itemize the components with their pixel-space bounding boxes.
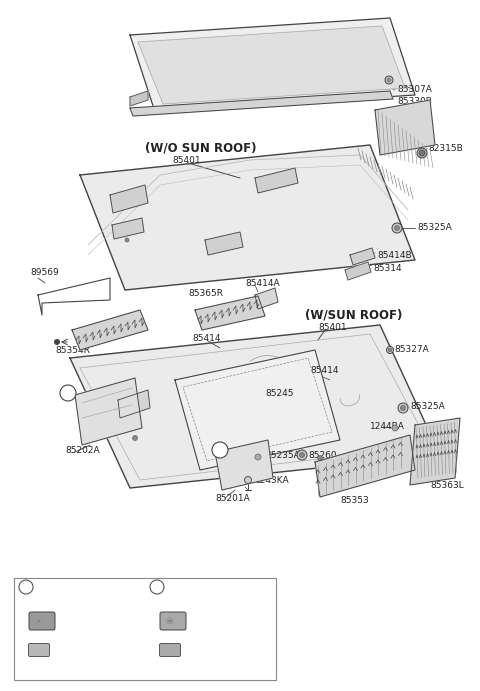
Text: 85245: 85245 bbox=[265, 388, 293, 397]
Polygon shape bbox=[255, 168, 298, 193]
Circle shape bbox=[150, 580, 164, 594]
Text: 85237B: 85237B bbox=[63, 616, 98, 625]
Circle shape bbox=[297, 450, 307, 460]
Circle shape bbox=[417, 148, 427, 158]
Polygon shape bbox=[72, 310, 148, 350]
Circle shape bbox=[395, 225, 399, 231]
Text: 85260: 85260 bbox=[308, 451, 336, 460]
Text: 85354R: 85354R bbox=[55, 346, 90, 354]
Text: 85237A: 85237A bbox=[194, 645, 229, 654]
Text: 85202A: 85202A bbox=[65, 446, 100, 455]
Polygon shape bbox=[118, 390, 150, 418]
Circle shape bbox=[392, 223, 402, 233]
Circle shape bbox=[212, 442, 228, 458]
Circle shape bbox=[132, 435, 137, 440]
Text: 85314: 85314 bbox=[373, 263, 402, 272]
Text: 85327A: 85327A bbox=[394, 345, 429, 354]
Text: 85330B: 85330B bbox=[397, 97, 432, 106]
Text: 85237B: 85237B bbox=[63, 645, 98, 654]
Text: 89569: 89569 bbox=[30, 267, 59, 276]
Text: 85307A: 85307A bbox=[397, 84, 432, 93]
Polygon shape bbox=[138, 26, 405, 104]
Circle shape bbox=[387, 78, 391, 82]
Polygon shape bbox=[112, 218, 144, 239]
Polygon shape bbox=[350, 248, 375, 265]
Text: 85414: 85414 bbox=[192, 334, 220, 343]
Circle shape bbox=[300, 453, 304, 457]
Circle shape bbox=[168, 620, 171, 623]
Polygon shape bbox=[410, 418, 460, 485]
Polygon shape bbox=[315, 435, 415, 497]
Polygon shape bbox=[75, 378, 142, 445]
FancyBboxPatch shape bbox=[28, 643, 49, 656]
Text: 85353: 85353 bbox=[340, 495, 369, 504]
Text: 85325A: 85325A bbox=[410, 401, 445, 410]
Text: 85201A: 85201A bbox=[215, 493, 250, 502]
Polygon shape bbox=[130, 18, 415, 112]
Text: 1244BA: 1244BA bbox=[370, 422, 405, 430]
Text: (W/O SUN ROOF): (W/O SUN ROOF) bbox=[145, 142, 256, 155]
Text: 82315B: 82315B bbox=[428, 144, 463, 153]
Polygon shape bbox=[215, 440, 273, 490]
Circle shape bbox=[55, 339, 60, 345]
Circle shape bbox=[167, 618, 173, 624]
Polygon shape bbox=[175, 350, 340, 470]
Text: 85237A: 85237A bbox=[194, 616, 229, 625]
Polygon shape bbox=[70, 325, 440, 488]
Circle shape bbox=[385, 76, 393, 84]
Circle shape bbox=[19, 580, 33, 594]
FancyBboxPatch shape bbox=[14, 578, 276, 680]
Polygon shape bbox=[80, 145, 415, 290]
Polygon shape bbox=[345, 262, 371, 280]
Text: a: a bbox=[65, 388, 71, 398]
Circle shape bbox=[244, 477, 252, 484]
Polygon shape bbox=[205, 232, 243, 255]
Circle shape bbox=[419, 150, 425, 156]
Polygon shape bbox=[255, 288, 278, 309]
Text: 85401: 85401 bbox=[318, 323, 347, 332]
Text: a: a bbox=[23, 582, 29, 592]
Circle shape bbox=[317, 455, 323, 460]
Circle shape bbox=[255, 454, 261, 460]
Circle shape bbox=[400, 406, 406, 410]
Text: b: b bbox=[216, 445, 223, 455]
Text: b: b bbox=[154, 582, 160, 592]
Text: (W/SUN ROOF): (W/SUN ROOF) bbox=[305, 308, 402, 321]
Circle shape bbox=[36, 618, 42, 624]
Polygon shape bbox=[375, 100, 435, 155]
Circle shape bbox=[60, 385, 76, 401]
Text: 85414: 85414 bbox=[310, 366, 338, 375]
Polygon shape bbox=[130, 91, 393, 116]
Circle shape bbox=[125, 238, 129, 242]
Circle shape bbox=[392, 425, 398, 431]
Text: 85401: 85401 bbox=[172, 155, 201, 164]
Circle shape bbox=[388, 348, 392, 352]
FancyBboxPatch shape bbox=[159, 643, 180, 656]
Polygon shape bbox=[195, 296, 265, 330]
Text: 85414A: 85414A bbox=[245, 278, 280, 287]
Circle shape bbox=[398, 403, 408, 413]
Circle shape bbox=[37, 620, 40, 623]
FancyBboxPatch shape bbox=[160, 612, 186, 630]
Text: 85235A: 85235A bbox=[265, 451, 300, 460]
Text: 85414B: 85414B bbox=[377, 251, 412, 260]
Text: 1243KA: 1243KA bbox=[255, 475, 289, 484]
Text: 85365R: 85365R bbox=[188, 289, 223, 298]
Text: 85325A: 85325A bbox=[417, 223, 452, 231]
Text: 85363L: 85363L bbox=[430, 480, 464, 489]
FancyBboxPatch shape bbox=[29, 612, 55, 630]
Polygon shape bbox=[110, 185, 148, 213]
Polygon shape bbox=[130, 91, 148, 106]
Circle shape bbox=[386, 346, 394, 354]
